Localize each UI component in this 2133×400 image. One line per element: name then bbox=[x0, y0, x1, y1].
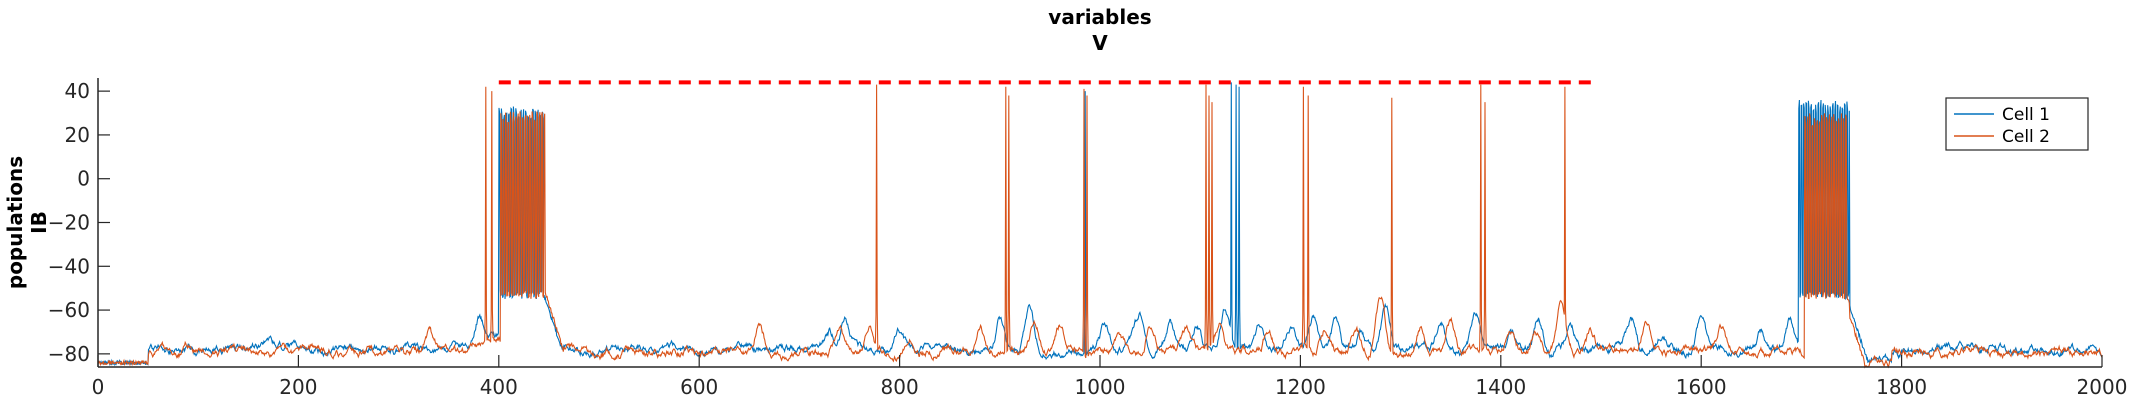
x-tick-label: 400 bbox=[480, 375, 518, 399]
y-tick-label: −20 bbox=[48, 211, 90, 235]
x-tick-label: 1000 bbox=[1075, 375, 1126, 399]
chart-title-line: variables bbox=[1048, 5, 1151, 29]
x-tick-label: 1800 bbox=[1876, 375, 1927, 399]
trace-cell-1 bbox=[97, 82, 2103, 367]
y-tick-label: −80 bbox=[48, 342, 90, 366]
y-axis-label-line: IB bbox=[27, 211, 51, 234]
trace-layer bbox=[97, 82, 2103, 369]
chart-title-line: V bbox=[1092, 31, 1108, 55]
y-tick-label: 0 bbox=[77, 167, 90, 191]
x-tick-label: 1200 bbox=[1275, 375, 1326, 399]
y-tick-label: 20 bbox=[65, 123, 90, 147]
x-tick-label: 2000 bbox=[2077, 375, 2128, 399]
legend-label: Cell 1 bbox=[2002, 105, 2050, 125]
x-tick-label: 1600 bbox=[1676, 375, 1727, 399]
x-tick-label: 600 bbox=[680, 375, 718, 399]
x-tick-label: 1400 bbox=[1475, 375, 1526, 399]
x-tick-label: 800 bbox=[881, 375, 919, 399]
y-tick-label: −40 bbox=[48, 254, 90, 278]
legend-box bbox=[1945, 97, 2089, 151]
axes-layer: 0 200 400 600 800 1000 1200 1400 1600 1800 2000−80… bbox=[48, 78, 2128, 399]
y-tick-label: 40 bbox=[65, 79, 90, 103]
y-tick-label: −60 bbox=[48, 298, 90, 322]
trace-cell-2 bbox=[97, 84, 2103, 369]
x-tick-label: 200 bbox=[279, 375, 317, 399]
legend-label: Cell 2 bbox=[2002, 127, 2050, 147]
x-tick-label: 0 bbox=[92, 375, 105, 399]
y-axis-label-line: populations bbox=[3, 156, 27, 289]
